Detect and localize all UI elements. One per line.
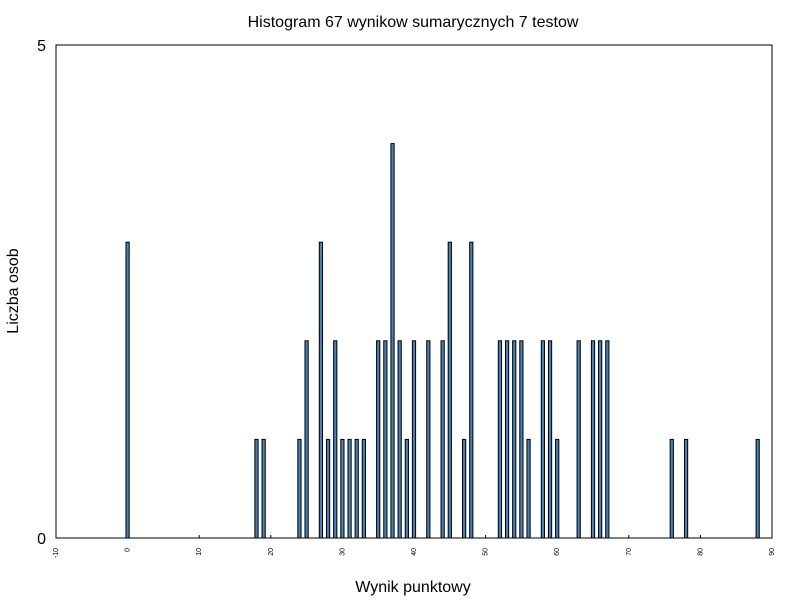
bar xyxy=(547,340,553,539)
x-tick-label: 50 xyxy=(483,548,490,556)
bar xyxy=(361,438,366,539)
bar xyxy=(261,438,266,539)
bar xyxy=(254,438,259,539)
x-tick-label: 20 xyxy=(268,548,275,556)
bar xyxy=(497,340,503,539)
x-tick-label: 30 xyxy=(339,548,346,556)
x-tick-label: 90 xyxy=(769,548,776,556)
bar xyxy=(576,340,581,539)
bar xyxy=(333,340,338,539)
bar xyxy=(504,340,510,539)
bar xyxy=(683,438,689,539)
chart-title: Histogram 67 wynikow sumarycznych 7 test… xyxy=(248,14,579,31)
bar xyxy=(519,340,524,539)
bar xyxy=(383,340,388,539)
bar xyxy=(469,241,474,539)
bar xyxy=(404,438,409,539)
bar xyxy=(318,241,324,539)
bar xyxy=(411,340,417,539)
bar xyxy=(397,340,402,539)
bar xyxy=(304,340,309,539)
bar xyxy=(598,340,603,539)
bar xyxy=(462,438,467,539)
x-tick-label: 80 xyxy=(697,548,704,556)
x-axis-label: Wynik punktowy xyxy=(355,579,470,596)
bar xyxy=(125,241,130,539)
x-tick-label: 60 xyxy=(554,548,561,556)
bar xyxy=(540,340,545,539)
bar xyxy=(325,438,331,539)
bar xyxy=(669,438,674,539)
bar xyxy=(440,340,445,539)
bar xyxy=(347,438,352,539)
y-axis-label: Liczba osob xyxy=(5,248,22,333)
bar xyxy=(426,340,431,539)
bar xyxy=(526,438,531,539)
bar xyxy=(376,340,381,539)
x-tick-label: 10 xyxy=(196,548,203,556)
y-tick-label: 0 xyxy=(37,531,46,548)
bar xyxy=(390,143,395,539)
bar xyxy=(755,438,760,539)
bar xyxy=(354,438,359,539)
x-tick-label: 70 xyxy=(626,548,633,556)
bar xyxy=(590,340,596,539)
bar xyxy=(555,438,560,539)
y-tick-label: 5 xyxy=(37,38,46,55)
x-tick-label: 0 xyxy=(125,548,132,552)
bar xyxy=(512,340,517,539)
x-tick-label: 40 xyxy=(411,548,418,556)
bar xyxy=(447,241,452,539)
x-tick-label: -10 xyxy=(53,548,60,558)
bar xyxy=(605,340,610,539)
bar xyxy=(340,438,345,539)
bar xyxy=(297,438,302,539)
